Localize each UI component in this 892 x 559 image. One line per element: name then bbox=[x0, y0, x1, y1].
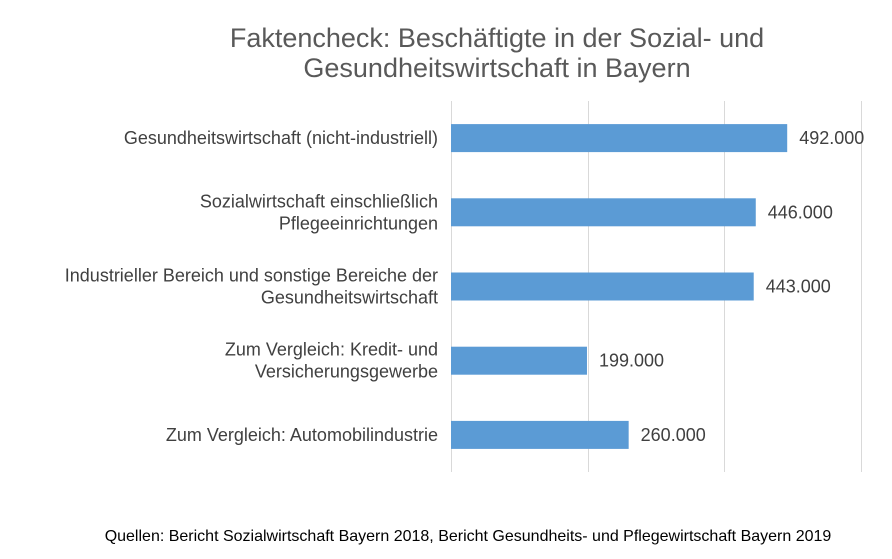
chart-title-line: Faktencheck: Beschäftigte in der Sozial-… bbox=[230, 23, 764, 53]
bar bbox=[451, 198, 756, 227]
bar bbox=[451, 272, 754, 301]
category-label: Industrieller Bereich und sonstige Berei… bbox=[65, 266, 438, 286]
category-label: Gesundheitswirtschaft bbox=[261, 288, 438, 308]
data-label: 492.000 bbox=[799, 128, 864, 148]
chart-bars bbox=[451, 124, 788, 449]
chart-title-line: Gesundheitswirtschaft in Bayern bbox=[303, 53, 690, 83]
data-label: 443.000 bbox=[766, 277, 831, 297]
bar bbox=[451, 420, 629, 449]
bar bbox=[451, 124, 788, 153]
data-label: 260.000 bbox=[641, 425, 706, 445]
category-label: Sozialwirtschaft einschließlich bbox=[200, 191, 438, 211]
category-label: Gesundheitswirtschaft (nicht-industriell… bbox=[124, 128, 438, 148]
bar bbox=[451, 346, 587, 375]
category-label: Versicherungsgewerbe bbox=[255, 362, 438, 382]
category-labels: Gesundheitswirtschaft (nicht-industriell… bbox=[65, 128, 438, 445]
data-labels: 492.000 446.000 443.000 199.000 260.000 bbox=[599, 128, 864, 445]
category-label: Pflegeeinrichtungen bbox=[279, 213, 438, 233]
chart-title: Faktencheck: Beschäftigte in der Sozial-… bbox=[230, 23, 764, 83]
category-label: Zum Vergleich: Kredit- und bbox=[225, 340, 438, 360]
source-note: Quellen: Bericht Sozialwirtschaft Bayern… bbox=[105, 528, 832, 545]
data-label: 446.000 bbox=[768, 202, 833, 222]
category-label: Zum Vergleich: Automobilindustrie bbox=[166, 425, 438, 445]
data-label: 199.000 bbox=[599, 351, 664, 371]
